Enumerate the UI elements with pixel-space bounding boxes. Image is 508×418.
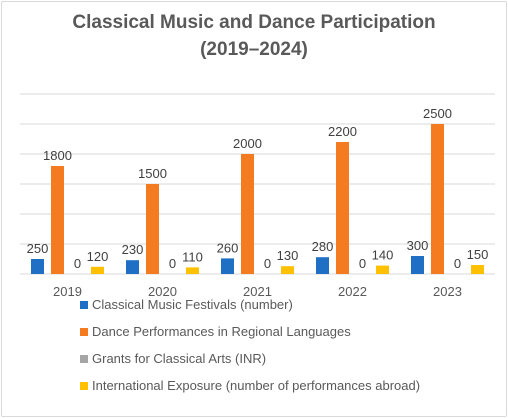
data-label: 0 xyxy=(169,256,176,271)
bar xyxy=(281,266,294,274)
bar xyxy=(336,142,349,274)
data-label: 130 xyxy=(277,248,299,263)
x-tick-label: 2020 xyxy=(148,284,177,299)
legend-label: International Exposure (number of perfor… xyxy=(92,378,421,393)
data-label: 0 xyxy=(264,256,271,271)
legend-item: Grants for Classical Arts (INR) xyxy=(80,350,266,368)
data-label: 230 xyxy=(122,242,144,257)
legend-item: Classical Music Festivals (number) xyxy=(80,296,293,314)
data-label: 2000 xyxy=(233,136,262,151)
bar xyxy=(241,154,254,274)
legend-label: Dance Performances in Regional Languages xyxy=(92,324,351,339)
data-label: 110 xyxy=(182,249,203,264)
x-tick-label: 2021 xyxy=(243,284,272,299)
data-label: 0 xyxy=(359,256,366,271)
bar xyxy=(316,257,329,274)
bar xyxy=(221,258,234,274)
bar xyxy=(376,265,389,274)
bar xyxy=(411,256,424,274)
legend-item: Dance Performances in Regional Languages xyxy=(80,323,351,341)
data-label: 140 xyxy=(372,248,394,263)
bar xyxy=(31,259,44,274)
bar xyxy=(51,166,64,274)
bar xyxy=(471,265,484,274)
legend-swatch xyxy=(80,301,88,309)
x-tick-label: 2023 xyxy=(433,284,462,299)
bar xyxy=(91,266,104,274)
data-label: 150 xyxy=(467,247,489,262)
data-label: 2500 xyxy=(423,106,452,121)
bars xyxy=(31,124,484,274)
x-tick-label: 2019 xyxy=(53,284,82,299)
bar xyxy=(126,260,139,274)
bar xyxy=(146,184,159,274)
legend-swatch xyxy=(80,382,88,390)
legend-swatch xyxy=(80,355,88,363)
x-axis-ticks: 2019 2020 2021 2022 2023 xyxy=(53,284,462,299)
data-label: 1500 xyxy=(138,166,167,181)
x-tick-label: 2022 xyxy=(338,284,367,299)
chart-title: Classical Music and Dance Participation … xyxy=(2,9,506,63)
legend-item: International Exposure (number of perfor… xyxy=(80,377,420,395)
bar xyxy=(431,124,444,274)
data-label: 2200 xyxy=(328,124,357,139)
data-label: 280 xyxy=(312,239,334,254)
legend-label: Classical Music Festivals (number) xyxy=(92,297,293,312)
data-label: 0 xyxy=(74,256,81,271)
data-label: 1800 xyxy=(43,148,72,163)
data-label: 300 xyxy=(407,238,429,253)
chart-title-text: Classical Music and Dance Participation xyxy=(72,12,436,33)
data-label: 250 xyxy=(27,241,49,256)
legend-label: Grants for Classical Arts (INR) xyxy=(92,351,267,366)
bar xyxy=(186,267,199,274)
data-label: 120 xyxy=(87,249,109,264)
data-label: 0 xyxy=(454,256,461,271)
legend-swatch xyxy=(80,328,88,336)
chart-subtitle-text: (2019–2024) xyxy=(200,39,308,60)
data-label: 260 xyxy=(217,240,239,255)
